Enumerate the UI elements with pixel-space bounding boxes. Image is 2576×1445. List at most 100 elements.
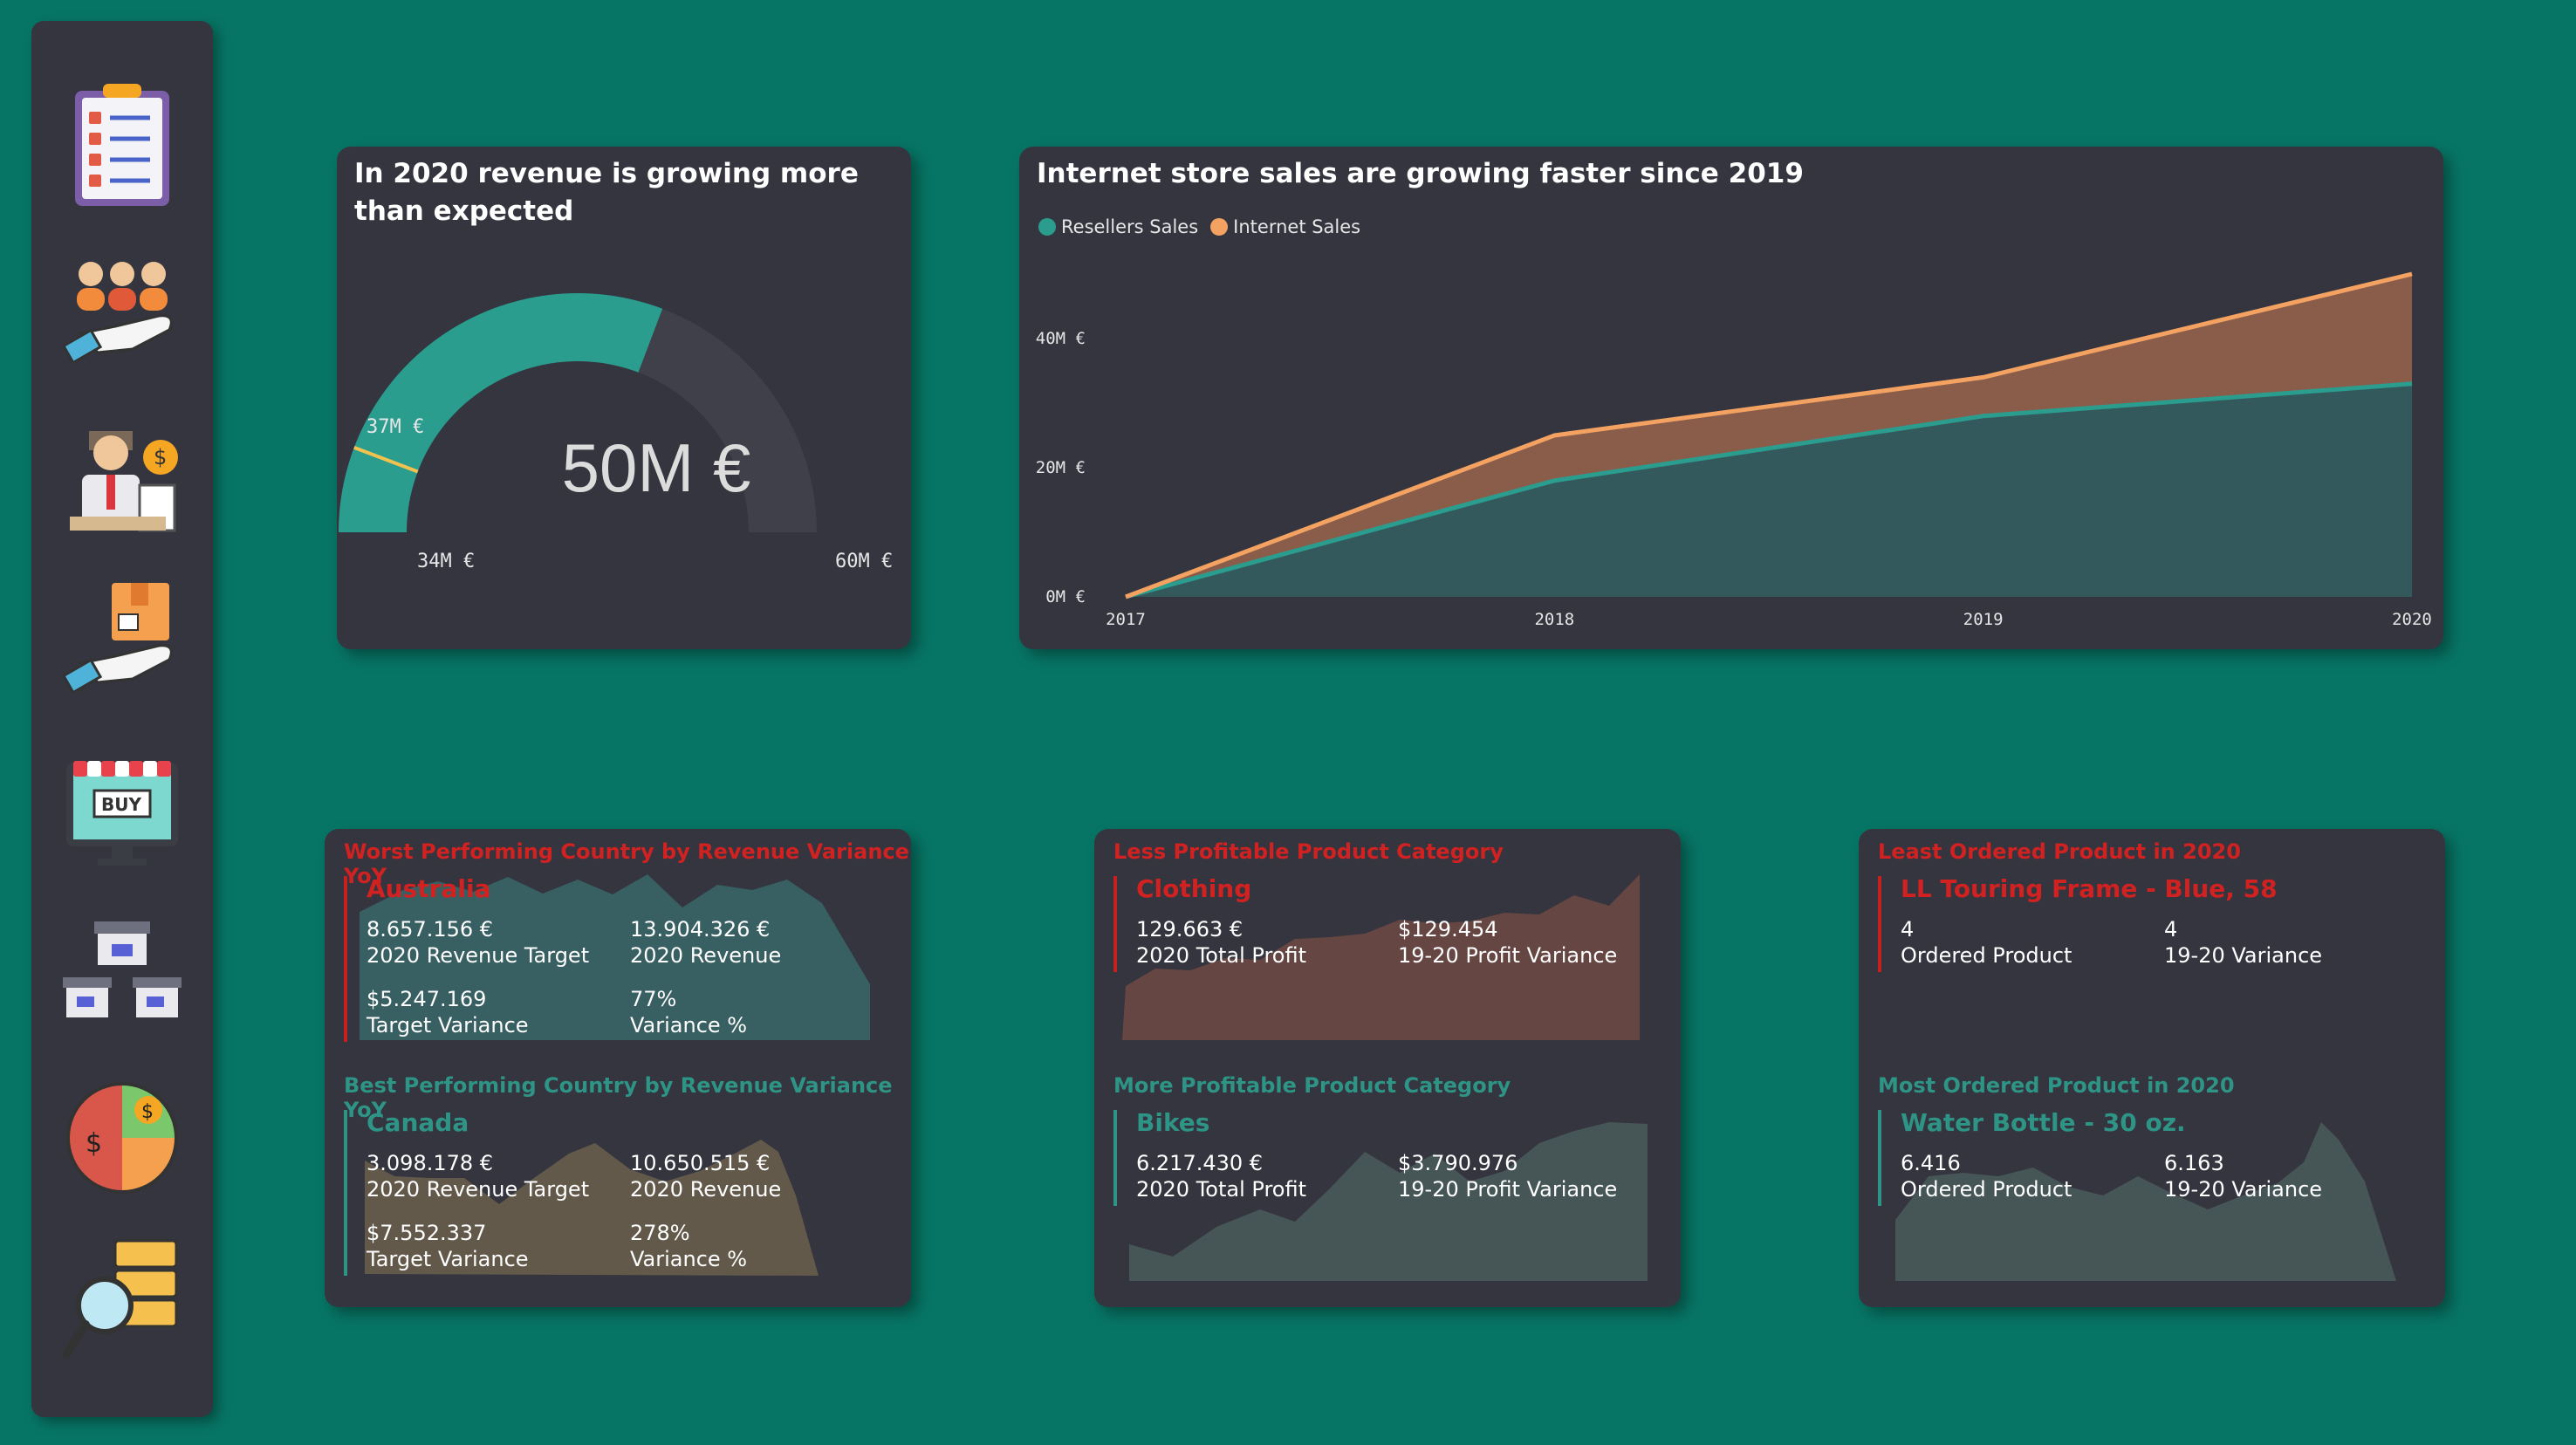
gauge-target-marker <box>353 445 419 474</box>
category-sparklines <box>1122 874 1648 1281</box>
most-product-header: Most Ordered Product in 2020 <box>1878 1073 2235 1098</box>
money-pie-chart-icon[interactable]: $ $ <box>63 1072 182 1202</box>
best-target-variance-value: $7.552.337 <box>367 1221 487 1245</box>
internet-sales-line[interactable] <box>1125 271 2413 599</box>
more-total-profit-label: 2020 Total Profit <box>1136 1177 1306 1202</box>
gauge-max-label: 60M € <box>835 551 893 572</box>
least-ordered-label: Ordered Product <box>1901 943 2072 968</box>
online-shop-buy-icon[interactable]: BUY <box>63 742 182 873</box>
gauge-fill <box>339 292 663 532</box>
most-variance-label: 19-20 Variance <box>2164 1177 2323 1202</box>
best-variance-pct-value: 278% <box>630 1221 690 1245</box>
y-tick-label: 20M € <box>1036 458 1086 477</box>
worst-country-name: Australia <box>367 874 491 903</box>
more-category-name: Bikes <box>1136 1108 1210 1137</box>
more-category-header: More Profitable Product Category <box>1113 1073 1511 1098</box>
worst-revenue-target-label: 2020 Revenue Target <box>367 943 590 968</box>
worst-revenue-label: 2020 Revenue <box>630 943 782 968</box>
store-network-icon[interactable] <box>63 909 182 1040</box>
x-tick-label: 2018 <box>1534 610 1574 629</box>
worst-variance-pct-label: Variance % <box>630 1013 748 1038</box>
best-country-header: Best Performing Country by Revenue Varia… <box>344 1073 893 1122</box>
less-category-name: Clothing <box>1136 874 1252 903</box>
least-product-name: LL Touring Frame - Blue, 58 <box>1901 874 2278 903</box>
best-country-sparkline <box>365 1140 819 1276</box>
gauge-card: In 2020 revenue is growing more than exp… <box>337 147 911 649</box>
less-total-profit-value: 129.663 € <box>1136 917 1243 942</box>
best-revenue-label: 2020 Revenue <box>630 1177 782 1202</box>
package-in-hand-icon[interactable] <box>63 576 182 707</box>
revenue-gauge[interactable]: 50M € 37M € 34M € 60M € <box>337 147 911 649</box>
accent-bar <box>1878 876 1881 972</box>
product-kpi-card: Least Ordered Product in 2020 LL Touring… <box>1859 829 2445 1307</box>
gauge-min-label: 34M € <box>417 551 475 572</box>
gauge-title: In 2020 revenue is growing more than exp… <box>354 158 859 227</box>
x-tick-label: 2019 <box>1963 610 2004 629</box>
country-kpi-card: Worst Performing Country by Revenue Vari… <box>325 829 911 1307</box>
less-total-profit-label: 2020 Total Profit <box>1136 943 1306 968</box>
x-tick-label: 2017 <box>1106 610 1146 629</box>
legend-dot <box>1038 218 1056 236</box>
less-profitable-sparkline <box>1122 874 1640 1040</box>
less-profit-variance-value: $129.454 <box>1398 917 1498 942</box>
best-revenue-target-value: 3.098.178 € <box>367 1151 494 1175</box>
y-tick-label: 0M € <box>1045 587 1086 606</box>
legend-item-resellers[interactable]: Resellers Sales <box>1038 216 1198 237</box>
resellers-sales-area <box>1126 383 2412 597</box>
gauge-target-label: 37M € <box>367 416 424 438</box>
accent-bar <box>344 876 347 1042</box>
most-ordered-sparkline <box>1895 1122 2396 1281</box>
more-profitable-sparkline <box>1129 1122 1648 1281</box>
worst-variance-pct-value: 77% <box>630 987 677 1011</box>
legend-dot <box>1210 218 1229 236</box>
product-sparklines <box>1895 1122 2396 1281</box>
best-country-name: Canada <box>367 1108 469 1137</box>
svg-text:BUY: BUY <box>101 794 141 815</box>
most-variance-value: 6.163 <box>2164 1151 2224 1175</box>
legend-item-internet[interactable]: Internet Sales <box>1210 216 1360 237</box>
y-tick-label: 40M € <box>1036 329 1086 348</box>
best-variance-pct-label: Variance % <box>630 1247 748 1271</box>
country-sparklines <box>360 874 870 1276</box>
accent-bar <box>1113 1110 1117 1206</box>
sales-area-chart[interactable]: 0M € 20M € 40M € 2017 2018 2019 2020 <box>1019 147 2443 649</box>
most-ordered-value: 6.416 <box>1901 1151 1961 1175</box>
accent-bar <box>1113 876 1117 972</box>
x-tick-label: 2020 <box>2392 610 2432 629</box>
legend-label: Resellers Sales <box>1061 216 1199 237</box>
category-kpi-card: Less Profitable Product Category Clothin… <box>1094 829 1681 1307</box>
less-profit-variance-label: 19-20 Profit Variance <box>1398 943 1618 968</box>
legend-label: Internet Sales <box>1233 216 1361 237</box>
more-total-profit-value: 6.217.430 € <box>1136 1151 1264 1175</box>
less-category-header: Less Profitable Product Category <box>1113 839 1504 864</box>
accent-bar <box>344 1110 347 1276</box>
worst-target-variance-label: Target Variance <box>367 1013 529 1038</box>
svg-text:$: $ <box>141 1101 154 1123</box>
gauge-value: 50M € <box>562 429 751 506</box>
resellers-sales-line[interactable] <box>1125 381 2413 599</box>
most-product-name: Water Bottle - 30 oz. <box>1901 1108 2186 1137</box>
accent-bar <box>1878 1110 1881 1206</box>
more-profit-variance-label: 19-20 Profit Variance <box>1398 1177 1618 1202</box>
least-product-header: Least Ordered Product in 2020 <box>1878 839 2241 864</box>
worst-revenue-target-value: 8.657.156 € <box>367 917 494 942</box>
worst-target-variance-value: $5.247.169 <box>367 987 487 1011</box>
svg-text:$: $ <box>86 1128 102 1159</box>
worst-revenue-value: 13.904.326 € <box>630 917 771 942</box>
sidebar-nav: $ BUY <box>31 21 213 1417</box>
least-ordered-value: 4 <box>1901 917 1915 942</box>
best-revenue-value: 10.650.515 € <box>630 1151 771 1175</box>
line-chart-title: Internet store sales are growing faster … <box>1037 158 1804 189</box>
data-search-icon[interactable] <box>63 1234 182 1365</box>
clipboard-checklist-icon[interactable] <box>63 82 182 213</box>
worst-country-sparkline <box>360 874 870 1040</box>
most-ordered-label: Ordered Product <box>1901 1177 2072 1202</box>
svg-text:$: $ <box>154 445 167 469</box>
salesman-money-icon[interactable]: $ <box>63 414 182 544</box>
chart-legend: Resellers Sales Internet Sales <box>1038 216 1360 237</box>
least-variance-value: 4 <box>2164 917 2178 942</box>
best-revenue-target-label: 2020 Revenue Target <box>367 1177 590 1202</box>
team-in-hand-icon[interactable] <box>63 246 182 377</box>
worst-country-header: Worst Performing Country by Revenue Vari… <box>344 839 909 888</box>
least-variance-label: 19-20 Variance <box>2164 943 2323 968</box>
